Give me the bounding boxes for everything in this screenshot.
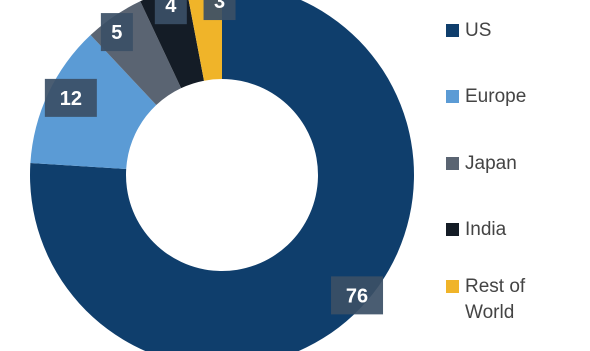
- data-label-box-europe: [44, 78, 97, 117]
- legend-label-rest-of-world: Rest of World: [465, 276, 526, 323]
- legend-label-india: India: [465, 219, 507, 240]
- data-label-japan: 5: [100, 13, 133, 52]
- data-label-india: 4: [154, 0, 187, 25]
- legend-swatch-europe: [446, 90, 459, 103]
- legend-item-rest-of-world: Rest of World: [446, 274, 586, 326]
- donut-slice-us: [30, 0, 414, 351]
- data-label-box-india: [154, 0, 187, 25]
- data-label-us: 76: [331, 276, 384, 315]
- donut-slice-rest-of-world: [188, 0, 222, 81]
- data-label-text-us: 76: [346, 285, 368, 307]
- legend-item-europe: Europe: [446, 84, 586, 110]
- legend-label-japan: Japan: [465, 153, 517, 174]
- legend-swatch-rest-of-world: [446, 280, 459, 293]
- data-label-text-japan: 5: [111, 22, 122, 44]
- legend-item-us: US: [446, 18, 586, 44]
- legend-item-japan: Japan: [446, 151, 586, 177]
- data-label-text-india: 4: [165, 0, 177, 17]
- legend-swatch-india: [446, 223, 459, 236]
- data-label-box-japan: [100, 13, 133, 52]
- legend-label-europe: Europe: [465, 86, 527, 107]
- data-label-box-us: [331, 276, 384, 315]
- data-label-rest-of-world: 3: [203, 0, 236, 21]
- legend-label-us: US: [465, 20, 492, 41]
- data-label-europe: 12: [44, 78, 97, 117]
- legend-item-india: India: [446, 217, 586, 243]
- legend-swatch-us: [446, 24, 459, 37]
- data-label-box-rest-of-world: [203, 0, 236, 21]
- data-label-text-europe: 12: [60, 88, 82, 110]
- donut-data-labels: 76 12 5 4 3: [44, 0, 384, 315]
- legend-swatch-japan: [446, 157, 459, 170]
- data-label-text-rest-of-world: 3: [214, 0, 225, 13]
